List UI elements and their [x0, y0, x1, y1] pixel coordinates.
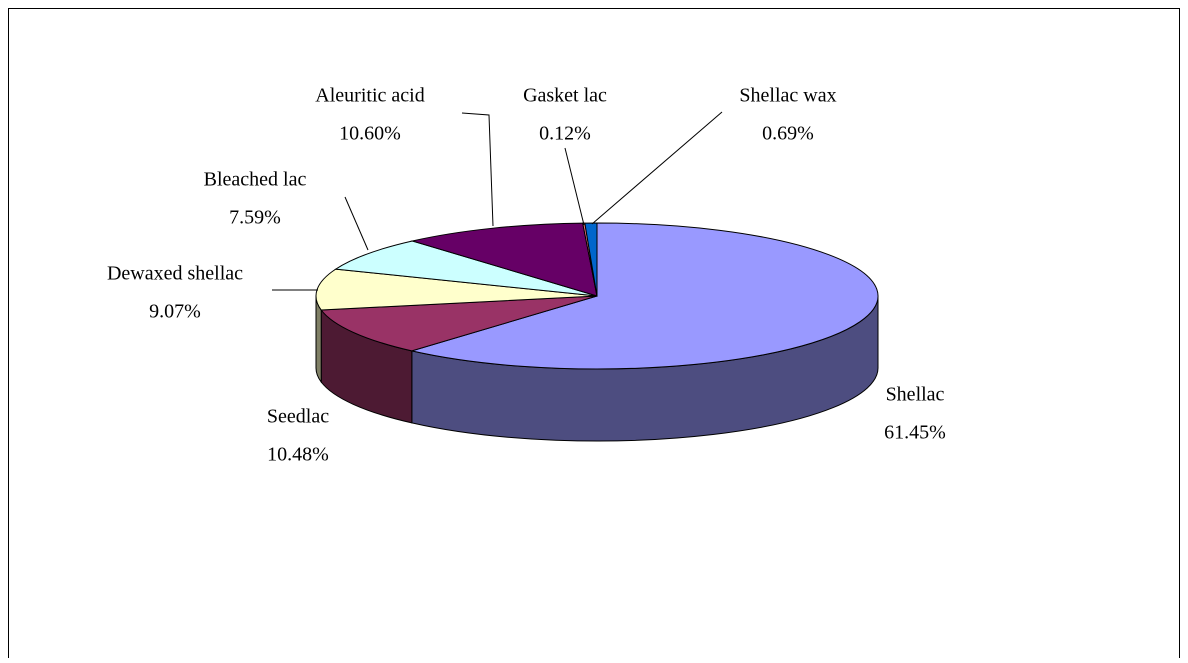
- slice-label: Aleuritic acid: [315, 85, 424, 107]
- slice: [315, 268, 598, 311]
- slice-label: Dewaxed shellac: [107, 263, 243, 285]
- slice: [584, 222, 598, 297]
- slice: [410, 222, 598, 297]
- slice-value-label: 0.12%: [539, 123, 591, 145]
- slice: [320, 295, 598, 352]
- slice-value-label: 0.69%: [762, 123, 814, 145]
- slice-value-label: 10.48%: [267, 444, 329, 466]
- leader-line: [461, 112, 494, 227]
- slice-label: Seedlac: [267, 406, 329, 428]
- slice: [334, 240, 598, 297]
- slice-label: Bleached lac: [204, 169, 307, 191]
- slice: [409, 222, 879, 370]
- slice-value-label: 7.59%: [229, 207, 281, 229]
- slice-label: Shellac: [886, 384, 945, 406]
- slice-value-label: 9.07%: [149, 301, 201, 323]
- leader-line: [564, 147, 585, 226]
- slice-label: Shellac wax: [739, 85, 836, 107]
- slice-value-label: 61.45%: [884, 422, 946, 444]
- leader-line: [344, 196, 369, 251]
- leader-line: [591, 111, 723, 225]
- slice-label: Gasket lac: [523, 85, 607, 107]
- slice-value-label: 10.60%: [339, 123, 401, 145]
